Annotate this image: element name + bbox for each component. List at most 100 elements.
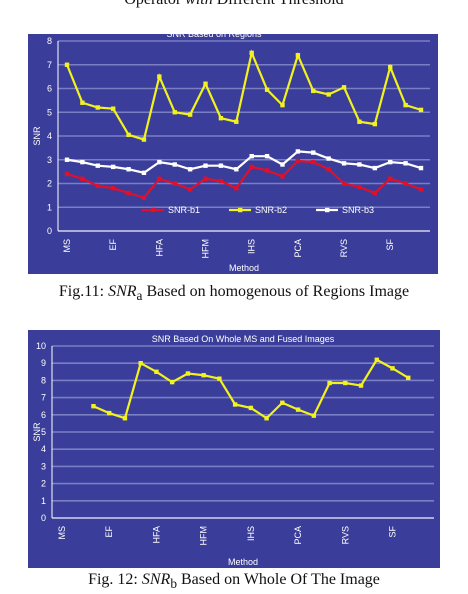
chart-1-data-point [126, 132, 131, 138]
chart-1-data-point [110, 106, 116, 111]
chart-2-ytick-label: 0 [41, 513, 46, 523]
chart-1-xtick-label: RVS [339, 239, 349, 257]
chart-1-data-point [372, 190, 378, 196]
chart-1-series-line [65, 49, 422, 141]
chart-1-data-point [64, 171, 70, 177]
chart-1-series-0 [64, 158, 424, 200]
chart-1-series-line [66, 150, 422, 174]
snr-whole-image-chart: 0 1 2 3 4 5 6 7 8 9 10 MS EF HFA HFM IHS PCA RVS SF SNR Bas… [28, 330, 440, 568]
legend-marker [151, 207, 156, 213]
chart-1-data-point [264, 168, 270, 173]
chart-2-xtick-label: PCA [293, 526, 303, 545]
chart-1-data-point [403, 102, 408, 108]
chart-1-series-2 [64, 149, 424, 176]
chart-1-data-point [234, 167, 239, 172]
chart-1-data-point [187, 112, 193, 117]
chart-1-data-point [295, 149, 301, 154]
chart-1-data-point [80, 159, 85, 165]
chart-2-ytick-label: 1 [41, 496, 46, 506]
chart-2-data-point [390, 366, 395, 371]
chart-2-x-axis-label: Method [228, 557, 258, 567]
chart-1-data-point [264, 153, 270, 159]
chart-1-data-point [341, 85, 347, 90]
chart-1-data-point [249, 164, 254, 170]
chart-1-data-point [141, 137, 147, 142]
chart-1-data-point [157, 176, 162, 181]
chart-1-data-point [295, 53, 301, 58]
chart-2-ytick-label: 9 [41, 358, 46, 368]
chart-1-ytick-label: 1 [47, 202, 52, 212]
chart-1-data-point [311, 150, 316, 155]
chart-1-data-point [187, 187, 193, 192]
chart-2-data-point [264, 416, 269, 421]
figure-11-caption: Fig.11: SNRa Based on homogenous of Regi… [58, 283, 410, 304]
chart-1-data-point [218, 115, 224, 121]
chart-1-data-point [218, 178, 224, 184]
chart-1-xtick-label: HFM [201, 239, 211, 259]
chart-1-xtick-label: IHS [247, 239, 257, 254]
chart-2-data-point [185, 371, 191, 376]
chart-1-xtick-label: PCA [293, 239, 303, 258]
legend-marker [325, 207, 330, 213]
chart-1-data-point [157, 74, 162, 79]
chart-1-ytick-label: 3 [47, 155, 52, 165]
chart-1-data-point [95, 163, 100, 168]
chart-2-series-0 [91, 357, 411, 421]
chart-1-data-point [141, 195, 147, 200]
chart-1-data-point [341, 181, 347, 186]
chart-1-data-point [95, 183, 100, 189]
chart-1-data-point [311, 88, 316, 94]
chart-2-xtick-label: MS [57, 526, 67, 540]
chart-1-data-point [126, 167, 131, 172]
chart-2-data-point [295, 407, 301, 412]
chart-2-data-point [327, 380, 332, 386]
chart-1-data-point [172, 110, 177, 115]
chart-1-data-point [418, 165, 424, 171]
chart-2-title: SNR Based On Whole MS and Fused Images [152, 334, 335, 344]
chart-1-x-axis-label: Method [229, 263, 259, 273]
chart-1-data-point [403, 181, 408, 186]
chart-1-data-point [218, 163, 224, 168]
chart-2-ytick-label: 3 [41, 461, 46, 471]
chart-2-data-point [406, 375, 411, 381]
legend-label: SNR-b3 [342, 205, 374, 215]
figure-12-caption: Fig. 12: SNRb Based on Whole Of The Imag… [88, 571, 380, 592]
chart-2-data-point [122, 416, 128, 421]
chart-1-data-point [403, 161, 408, 166]
chart-1-data-point [326, 156, 331, 161]
chart-2-data-point [201, 373, 206, 378]
chart-1-data-point [203, 81, 208, 86]
chart-1-data-point [80, 176, 85, 181]
chart-2-data-point [217, 376, 222, 381]
chart-1-data-point [372, 165, 378, 171]
chart-1-ytick-label: 2 [47, 179, 52, 189]
chart-2-ytick-label: 5 [41, 427, 46, 437]
chart-2-ytick-label: 2 [41, 479, 46, 489]
chart-1-data-point [110, 186, 116, 191]
chart-1-ytick-label: 0 [47, 226, 52, 236]
top-caption-fragment: Operator with Different Threshold [0, 0, 468, 9]
chart-1-ytick-label: 7 [47, 60, 52, 70]
chart-1-data-point [187, 167, 193, 172]
chart-2-xtick-label: HFA [151, 526, 161, 544]
chart-1-data-point [64, 157, 70, 162]
chart-1-data-point [157, 159, 162, 165]
chart-1-xtick-label: HFA [154, 239, 164, 257]
chart-1-series-1 [64, 49, 424, 142]
chart-2-data-point [343, 380, 348, 386]
chart-1-data-point [418, 187, 424, 192]
chart-1-data-point [280, 102, 285, 108]
chart-1-xtick-label: EF [108, 239, 118, 251]
chart-2-data-point [248, 405, 254, 411]
chart-1-data-point [249, 153, 254, 159]
chart-2-data-point [91, 404, 96, 409]
chart-1-data-point [418, 107, 424, 113]
chart-1-data-point [234, 186, 239, 191]
chart-1-data-point [203, 163, 208, 168]
legend-label: SNR-b1 [168, 205, 200, 215]
chart-1-data-point [110, 164, 116, 170]
chart-2-data-point [358, 383, 364, 388]
chart-2-data-point [154, 369, 159, 374]
chart-2-ytick-label: 7 [41, 393, 46, 403]
chart-2-ytick-label: 6 [41, 410, 46, 420]
